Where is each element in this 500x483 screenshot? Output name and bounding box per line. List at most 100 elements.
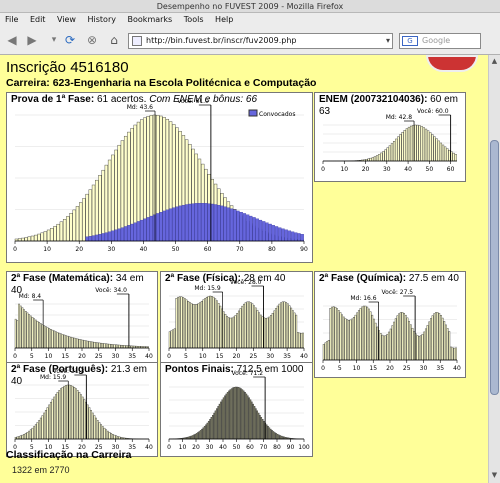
chart-final-points: 0 10 20 30 40 50 60 70 80 90 100 Você: 71.2 <box>167 370 310 451</box>
histogram-bar-convocados <box>239 212 243 242</box>
histogram-bar <box>249 399 252 440</box>
url-input[interactable]: http://bin.fuvest.br/inscr/fuv2009.php ▾ <box>128 33 393 49</box>
scroll-down-icon[interactable]: ▼ <box>491 471 498 479</box>
histogram-bar <box>95 342 97 349</box>
histogram-bar-convocados <box>149 215 153 242</box>
histogram-bar <box>279 435 281 440</box>
histogram-bar <box>199 302 201 349</box>
search-engine-icon[interactable]: G <box>402 36 418 46</box>
histogram-bar <box>261 316 264 349</box>
histogram-bar <box>229 317 232 349</box>
histogram-bar <box>40 232 44 242</box>
histogram-bar <box>180 296 183 349</box>
histogram-bar <box>83 340 86 349</box>
you-label: Você: 71.2 <box>232 370 264 377</box>
menu-tools[interactable]: Tools <box>183 15 204 24</box>
histogram-bar <box>278 434 280 440</box>
histogram-bar-convocados <box>287 230 292 242</box>
histogram-bar <box>34 234 38 242</box>
histogram-bar <box>297 332 299 349</box>
histogram-bar <box>237 310 240 349</box>
histogram-bar <box>241 305 244 349</box>
histogram-bar-convocados <box>111 230 115 242</box>
histogram-bar <box>55 331 57 349</box>
histogram-bar <box>212 414 214 440</box>
histogram-bar <box>68 336 71 349</box>
histogram-bar <box>268 427 271 440</box>
reload-icon[interactable]: ⟳ <box>64 33 76 47</box>
histogram-bar-convocados <box>197 203 202 242</box>
histogram-bar <box>100 424 103 440</box>
you-label: Você: 28.0 <box>230 279 262 286</box>
histogram-bar-convocados <box>136 221 141 242</box>
menu-edit[interactable]: Edit <box>29 15 46 24</box>
histogram-bar <box>70 336 72 349</box>
histogram-bar-convocados <box>271 225 275 242</box>
histogram-bar <box>302 332 304 349</box>
histogram-bar-convocados <box>201 203 205 242</box>
histogram-bar <box>121 345 124 349</box>
histogram-bar <box>445 324 447 361</box>
chart-chemistry: 0 5 10 15 20 25 30 35 40 Md: 16.6 Você: 27.5 <box>321 289 461 372</box>
histogram-bar <box>197 303 200 349</box>
median-label: Md: 15.9 <box>194 285 220 292</box>
histogram-bar <box>172 329 174 349</box>
histogram-bar <box>93 341 96 349</box>
vertical-scrollbar[interactable]: ▲ ▼ <box>488 55 500 483</box>
histogram-bar <box>23 434 25 440</box>
panel-physics: 2ª Fase (Física): 28 em 40 0 5 10 15 20 25 30 3… <box>160 271 313 366</box>
histogram-bar <box>398 313 400 361</box>
histogram-bar <box>433 313 436 361</box>
histogram-bar <box>103 427 106 440</box>
histogram-bar <box>399 134 402 162</box>
histogram-bar <box>421 334 424 361</box>
histogram-bar <box>280 435 283 440</box>
histogram-bar <box>28 430 30 440</box>
menu-file[interactable]: File <box>5 15 19 24</box>
histogram-bar <box>41 415 44 440</box>
histogram-bar <box>60 333 62 349</box>
menu-bookmarks[interactable]: Bookmarks <box>127 15 173 24</box>
histogram-bar <box>354 314 357 361</box>
histogram-bar <box>390 143 394 162</box>
home-icon[interactable]: ⌂ <box>110 33 118 47</box>
histogram-bar <box>16 320 19 349</box>
histogram-bar <box>234 315 237 349</box>
scroll-up-icon[interactable]: ▲ <box>491 57 498 65</box>
dropdown-history-icon[interactable]: ▾ <box>51 35 57 45</box>
panel-final-points: Pontos Finais: 712.5 em 1000 0 10 20 30 40 50… <box>160 362 313 457</box>
histogram-bar <box>256 410 258 440</box>
histogram-bar <box>222 397 225 440</box>
histogram-bar <box>216 300 218 349</box>
search-input[interactable]: G Google <box>399 33 481 49</box>
histogram-bar <box>106 430 109 440</box>
histogram-bar-convocados <box>185 204 189 242</box>
stop-icon[interactable]: ⊗ <box>86 33 98 47</box>
histogram-bar <box>422 127 425 162</box>
histogram-bar <box>283 301 286 349</box>
histogram-bar <box>58 332 61 349</box>
histogram-bar <box>76 338 79 349</box>
x-tick-label: 15 <box>216 353 224 360</box>
x-tick-label: 60 <box>204 246 212 253</box>
menu-history[interactable]: History <box>87 15 116 24</box>
back-arrow-icon[interactable]: ◀ <box>7 33 17 47</box>
histogram-bar <box>356 312 359 361</box>
url-dropdown-icon[interactable]: ▾ <box>385 36 390 45</box>
menu-help[interactable]: Help <box>215 15 234 24</box>
menu-view[interactable]: View <box>56 15 76 24</box>
x-tick-label: 5 <box>30 444 34 451</box>
forward-arrow-icon[interactable]: ▶ <box>27 33 37 47</box>
histogram-bar <box>75 388 77 440</box>
scrollbar-thumb[interactable] <box>490 140 499 395</box>
x-tick-label: 40 <box>140 246 148 253</box>
histogram-bar <box>378 154 381 162</box>
histogram-bar <box>75 338 77 349</box>
histogram-bar <box>34 424 37 440</box>
panel-title: 2ª Fase (Física): 28 em 40 <box>165 273 286 284</box>
histogram-bar <box>195 304 198 349</box>
classification-heading: Classificação na Carreira <box>6 449 132 461</box>
histogram-bar <box>118 344 121 349</box>
histogram-bar <box>429 132 432 162</box>
